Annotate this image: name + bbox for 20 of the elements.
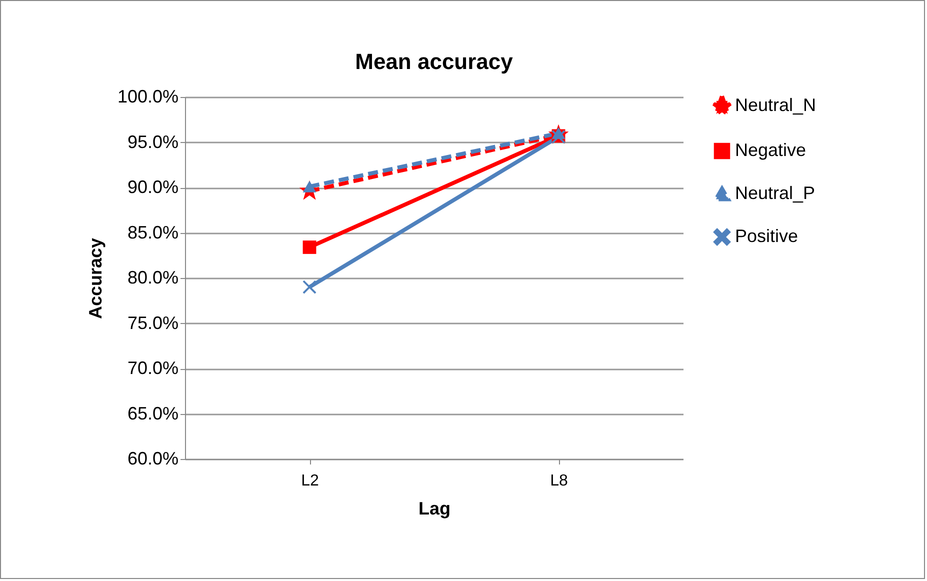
chart-title: Mean accuracy <box>355 49 514 74</box>
y-tick-label: 65.0% <box>127 403 178 424</box>
y-tick-label: 100.0% <box>117 86 178 106</box>
legend-label: Positive <box>735 226 798 246</box>
point <box>302 240 316 254</box>
point <box>302 280 316 294</box>
x-tick-label: L8 <box>550 472 568 490</box>
legend-label: Neutral_N <box>735 95 816 115</box>
y-axis-title: Accuracy <box>85 238 106 320</box>
y-tick-label: 60.0% <box>127 448 178 468</box>
y-tick-label: 95.0% <box>127 132 178 152</box>
x-tick-label: L2 <box>301 472 319 490</box>
legend-label: Neutral_P <box>735 183 816 203</box>
y-tick-label: 85.0% <box>127 222 178 242</box>
x-axis-title: Lag <box>418 498 451 518</box>
y-tick-label: 70.0% <box>127 358 178 378</box>
y-tick-label: 80.0% <box>127 268 178 288</box>
legend-label: Negative <box>735 140 806 160</box>
y-tick-label: 90.0% <box>127 177 178 197</box>
y-tick-label: 75.0% <box>127 312 178 333</box>
